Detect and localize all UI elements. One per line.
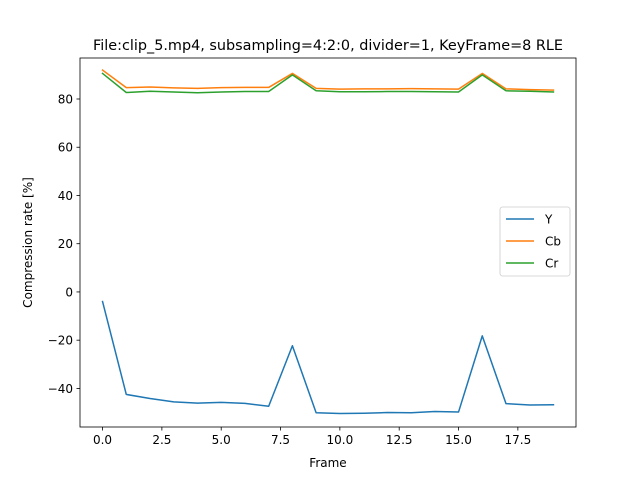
- x-tick-label: 15.0: [445, 433, 472, 447]
- legend-label-cb: Cb: [545, 235, 561, 249]
- plot-frame: [79, 57, 577, 428]
- y-tick-label: 40: [58, 189, 73, 203]
- x-axis-label: Frame: [309, 456, 346, 470]
- legend-box: [499, 206, 571, 277]
- y-tick-label: −20: [48, 334, 73, 348]
- y-tick-label: 60: [58, 141, 73, 155]
- y-tick-label: −40: [48, 382, 73, 396]
- y-tick-label: 80: [58, 93, 73, 107]
- y-tick-label: 0: [65, 285, 73, 299]
- legend-label-cr: Cr: [545, 257, 558, 271]
- y-tick-label: 20: [58, 237, 73, 251]
- x-tick-label: 17.5: [504, 433, 531, 447]
- legend-label-y: Y: [544, 213, 553, 227]
- x-tick-label: 2.5: [152, 433, 171, 447]
- chart-title: File:clip_5.mp4, subsampling=4:2:0, divi…: [93, 38, 563, 54]
- x-tick-label: 7.5: [271, 433, 290, 447]
- x-tick-label: 0.0: [93, 433, 112, 447]
- legend: Y Cb Cr: [499, 206, 571, 277]
- x-tick-label: 12.5: [386, 433, 413, 447]
- series-line-cb: [101, 69, 555, 91]
- y-axis-label: Compression rate [%]: [21, 177, 35, 308]
- series-line-y: [101, 300, 555, 415]
- x-tick-label: 10.0: [327, 433, 354, 447]
- series-line-cr: [101, 72, 555, 94]
- x-tick-label: 5.0: [212, 433, 231, 447]
